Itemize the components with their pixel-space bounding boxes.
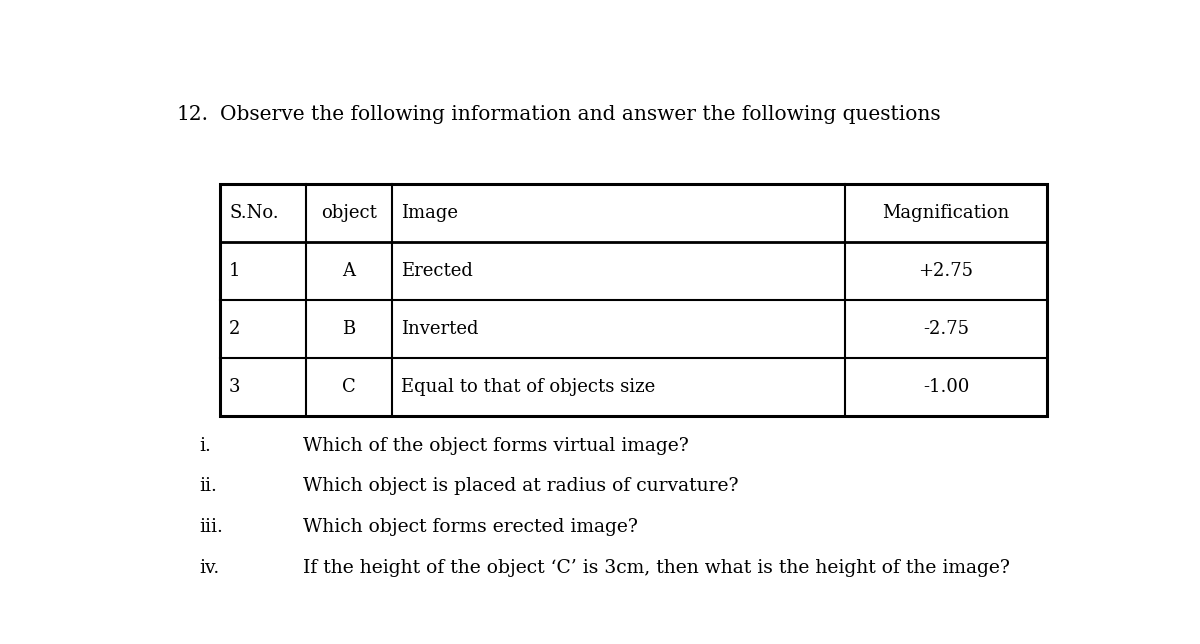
Text: Which of the object forms virtual image?: Which of the object forms virtual image?	[304, 437, 689, 455]
Text: -2.75: -2.75	[923, 320, 970, 338]
Text: iii.: iii.	[199, 518, 223, 536]
Text: Which object forms erected image?: Which object forms erected image?	[304, 518, 638, 536]
Bar	[220, 184, 1048, 416]
Text: +2.75: +2.75	[918, 262, 973, 280]
Text: Inverted: Inverted	[401, 320, 479, 338]
Text: A: A	[342, 262, 355, 280]
Text: B: B	[342, 320, 355, 338]
Text: i.: i.	[199, 437, 211, 455]
Text: 3: 3	[229, 378, 240, 396]
Text: object: object	[320, 204, 377, 222]
Text: 2: 2	[229, 320, 240, 338]
Text: C: C	[342, 378, 355, 396]
Text: Magnification: Magnification	[882, 204, 1009, 222]
Text: 1: 1	[229, 262, 240, 280]
Text: ii.: ii.	[199, 477, 217, 495]
Text: Observe the following information and answer the following questions: Observe the following information and an…	[220, 104, 941, 124]
Text: Erected: Erected	[401, 262, 473, 280]
Text: Image: Image	[401, 204, 458, 222]
Text: If the height of the object ‘C’ is 3cm, then what is the height of the image?: If the height of the object ‘C’ is 3cm, …	[304, 559, 1010, 577]
Text: Which object is placed at radius of curvature?: Which object is placed at radius of curv…	[304, 477, 739, 495]
Text: Equal to that of objects size: Equal to that of objects size	[401, 378, 655, 396]
Text: 12.: 12.	[176, 104, 208, 124]
Text: -1.00: -1.00	[923, 378, 970, 396]
Text: S.No.: S.No.	[229, 204, 278, 222]
Text: iv.: iv.	[199, 559, 220, 577]
